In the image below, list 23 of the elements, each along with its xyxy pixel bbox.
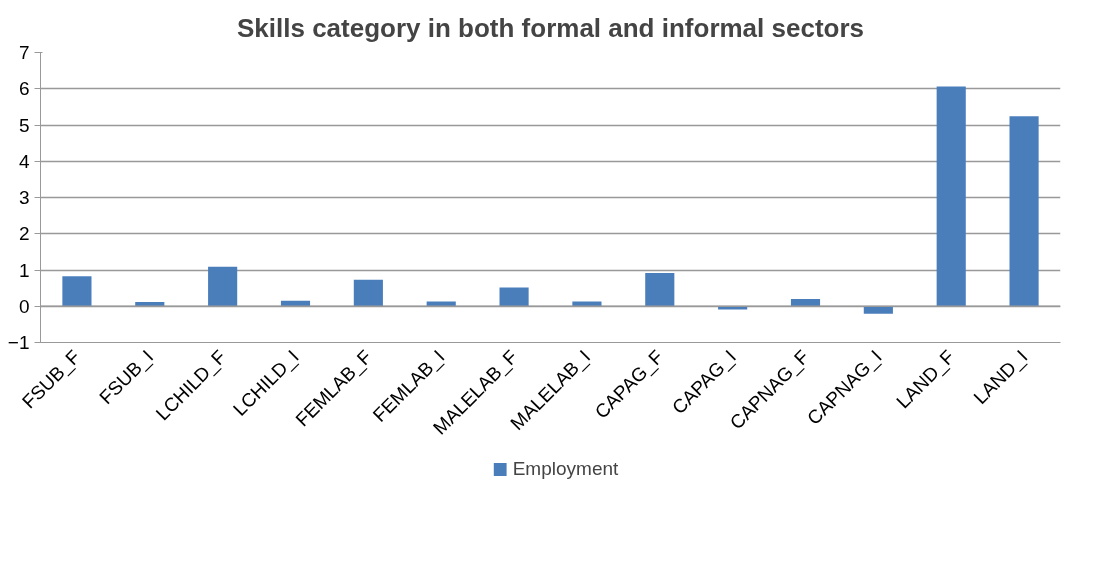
bar — [863, 306, 893, 314]
y-tick-label: 5 — [18, 114, 30, 136]
y-tick-label: 2 — [18, 223, 30, 245]
bar — [62, 276, 92, 307]
bar — [790, 299, 821, 307]
bar — [208, 266, 238, 307]
bar — [1009, 116, 1039, 307]
bar — [718, 306, 748, 310]
bar — [353, 279, 383, 307]
bar — [499, 287, 529, 307]
y-tick-label: 4 — [18, 150, 30, 172]
y-tick-label: 0 — [18, 295, 30, 317]
y-tick-label: −1 — [7, 332, 30, 353]
y-tick-label: 7 — [18, 42, 30, 63]
y-tick-label: 1 — [18, 259, 30, 281]
y-tick-label: 3 — [18, 187, 30, 208]
legend-label: Employment — [512, 458, 619, 480]
bar — [135, 301, 165, 307]
bar — [936, 86, 966, 307]
chart-title: Skills category in both formal and informal sectors — [236, 12, 865, 43]
y-tick-label: 6 — [18, 78, 30, 100]
bar — [645, 272, 675, 307]
bar — [280, 300, 311, 307]
